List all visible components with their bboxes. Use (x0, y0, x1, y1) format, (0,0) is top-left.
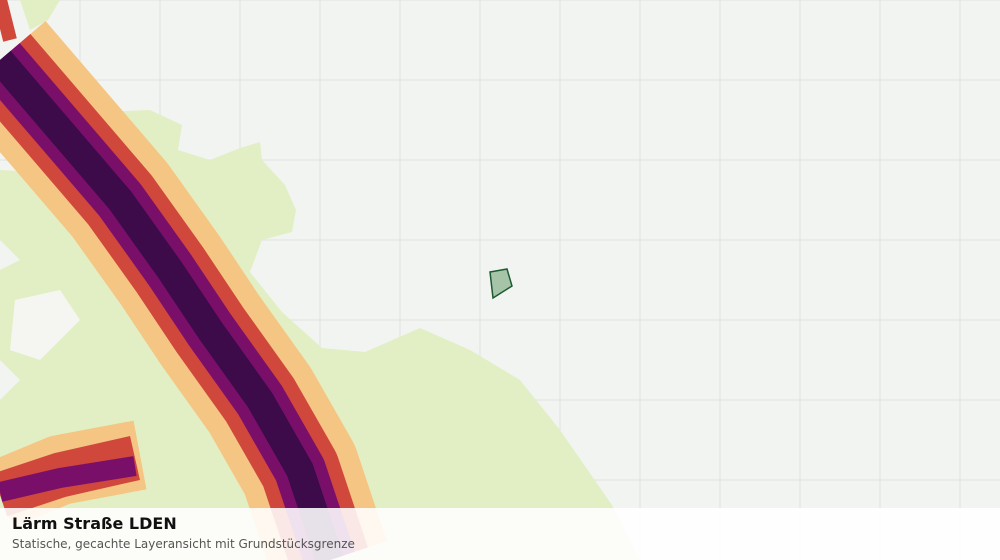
noise-zone-high (0, 0, 17, 42)
map-gap (10, 290, 80, 360)
noise-zone-low (20, 0, 60, 30)
caption-panel (0, 508, 1000, 560)
noise-layer (0, 0, 640, 560)
noise-zone-very-high (0, 456, 137, 502)
layer-subtitle: Statische, gecachte Layeransicht mit Gru… (12, 537, 355, 551)
noise-zone-extreme (0, 50, 344, 560)
parcel-boundary[interactable] (489, 268, 513, 300)
layer-title: Lärm Straße LDEN (12, 514, 177, 533)
